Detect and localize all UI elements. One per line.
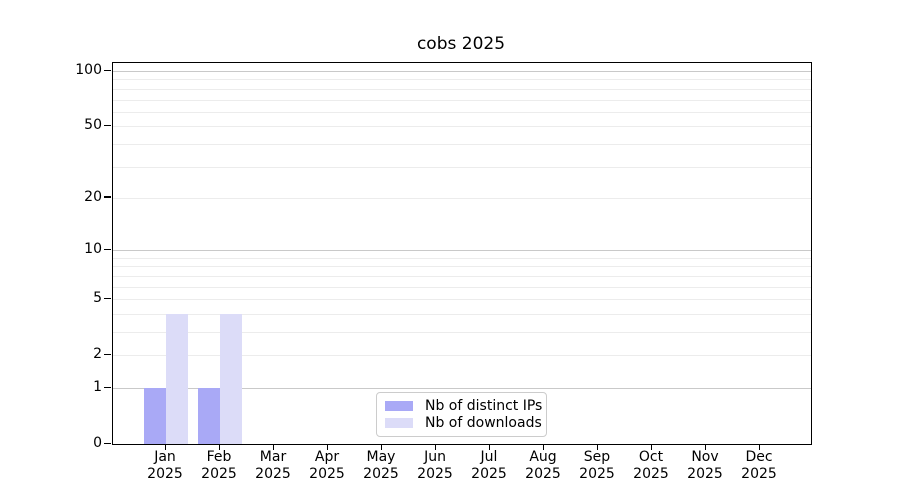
y-tick-label: 5 <box>93 290 102 307</box>
y-tick-mark <box>104 442 111 444</box>
x-tick-month: Aug <box>529 449 557 465</box>
minor-gridline <box>113 313 811 315</box>
x-tick-month: Apr <box>314 449 340 465</box>
x-tick-mark <box>218 444 220 450</box>
minor-gridline <box>113 275 811 277</box>
legend: Nb of distinct IPs Nb of downloads <box>376 392 547 437</box>
plot-area <box>112 62 812 445</box>
x-tick-month: Feb <box>206 449 232 465</box>
x-tick-mark <box>704 444 706 450</box>
x-tick-year: 2025 <box>687 466 723 482</box>
x-tick-year: 2025 <box>363 466 399 482</box>
x-tick-label: Oct 2025 <box>619 449 683 483</box>
minor-gridline <box>113 166 811 168</box>
x-tick-month: Jun <box>424 449 446 465</box>
minor-gridline <box>113 332 811 333</box>
legend-swatch-distinct-ips <box>385 401 413 411</box>
legend-swatch-downloads <box>385 418 413 428</box>
bar-nb-of-distinct-ips-feb <box>198 388 220 444</box>
y-tick-mark <box>104 69 111 71</box>
x-tick-year: 2025 <box>147 466 183 482</box>
x-tick-mark <box>164 444 166 450</box>
x-tick-year: 2025 <box>417 466 453 482</box>
x-tick-month: Oct <box>638 449 664 465</box>
minor-gridline <box>113 197 811 199</box>
x-tick-label: Sep 2025 <box>565 449 629 483</box>
minor-gridline <box>113 111 811 113</box>
legend-label-distinct-ips: Nb of distinct IPs <box>425 398 543 414</box>
y-tick-label: 20 <box>84 188 102 205</box>
major-gridline <box>113 388 811 389</box>
x-tick-mark <box>650 444 652 450</box>
x-tick-mark <box>434 444 436 450</box>
x-tick-label: Jun 2025 <box>403 449 467 483</box>
x-tick-month: Nov <box>691 449 719 465</box>
x-tick-year: 2025 <box>741 466 777 482</box>
y-tick-label: 2 <box>93 346 102 363</box>
minor-gridline <box>113 99 811 101</box>
x-tick-mark <box>596 444 598 450</box>
minor-gridline <box>113 79 811 81</box>
y-tick-label: 0 <box>93 435 102 451</box>
y-tick-label: 1 <box>93 379 102 395</box>
minor-gridline <box>113 266 811 268</box>
y-tick-label: 100 <box>75 62 102 78</box>
y-tick-mark <box>104 386 111 388</box>
minor-gridline <box>113 257 811 259</box>
x-tick-mark <box>488 444 490 450</box>
x-tick-mark <box>758 444 760 450</box>
x-tick-year: 2025 <box>579 466 615 482</box>
x-tick-month: Jul <box>480 449 498 465</box>
x-tick-month: Mar <box>259 449 287 465</box>
x-tick-label: Dec 2025 <box>727 449 791 483</box>
x-tick-label: May 2025 <box>349 449 413 483</box>
y-tick-mark <box>104 297 111 300</box>
x-tick-month: Dec <box>745 449 773 465</box>
y-tick-mark <box>104 124 111 127</box>
x-tick-label: Jul 2025 <box>457 449 521 483</box>
x-tick-year: 2025 <box>471 466 507 482</box>
y-tick-mark <box>104 353 111 356</box>
x-tick-mark <box>272 444 274 450</box>
y-tick-label: 10 <box>84 241 102 258</box>
x-tick-year: 2025 <box>633 466 669 482</box>
minor-gridline <box>113 355 811 357</box>
y-tick-mark <box>104 248 111 251</box>
x-tick-mark <box>326 444 328 450</box>
bar-nb-of-downloads-jan <box>166 313 188 444</box>
major-gridline <box>113 71 811 72</box>
minor-gridline <box>113 88 811 90</box>
legend-label-downloads: Nb of downloads <box>425 415 542 431</box>
y-tick-label: 50 <box>84 117 102 134</box>
x-tick-month: Jan <box>154 449 176 465</box>
minor-gridline <box>113 143 811 145</box>
x-tick-label: Jan 2025 <box>133 449 197 483</box>
x-tick-label: Feb 2025 <box>187 449 251 483</box>
minor-gridline <box>113 126 811 128</box>
x-tick-label: Mar 2025 <box>241 449 305 483</box>
major-gridline <box>113 250 811 252</box>
x-tick-month: May <box>366 449 396 465</box>
x-tick-year: 2025 <box>309 466 345 482</box>
x-tick-month: Sep <box>583 449 611 465</box>
minor-gridline <box>113 299 811 301</box>
chart-title: cobs 2025 <box>416 34 506 54</box>
x-tick-year: 2025 <box>525 466 561 482</box>
x-tick-mark <box>380 444 382 450</box>
legend-item-distinct-ips: Nb of distinct IPs <box>385 398 542 414</box>
y-tick-mark <box>104 196 111 198</box>
bar-nb-of-downloads-feb <box>220 313 242 444</box>
bar-nb-of-distinct-ips-jan <box>144 388 166 444</box>
x-tick-mark <box>542 444 544 450</box>
x-tick-year: 2025 <box>255 466 291 482</box>
minor-gridline <box>113 286 811 288</box>
x-tick-label: Nov 2025 <box>673 449 737 483</box>
x-tick-year: 2025 <box>201 466 237 482</box>
x-tick-label: Aug 2025 <box>511 449 575 483</box>
x-tick-label: Apr 2025 <box>295 449 359 483</box>
legend-item-downloads: Nb of downloads <box>385 415 542 431</box>
